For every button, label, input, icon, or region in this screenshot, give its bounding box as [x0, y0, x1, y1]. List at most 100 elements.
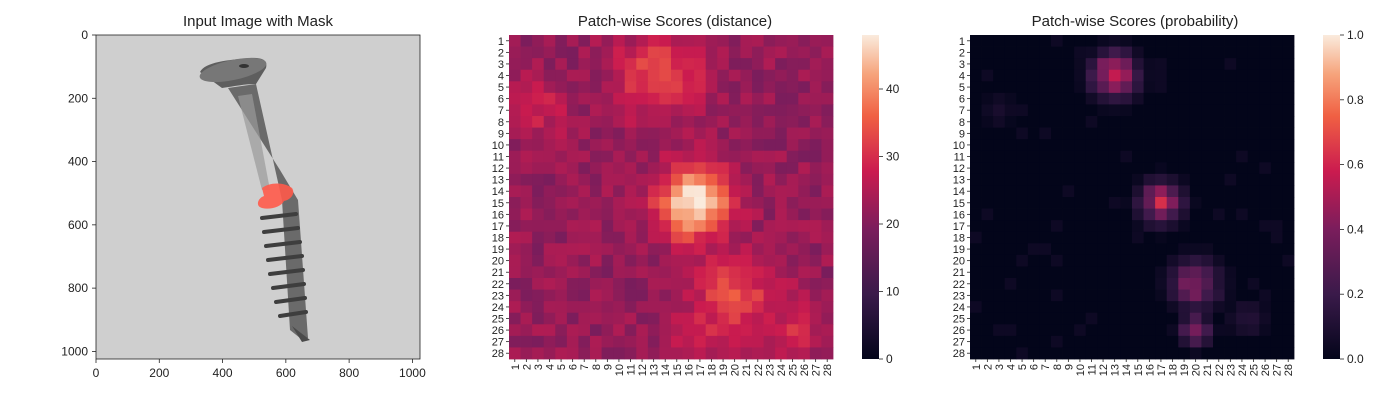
heatmap-cell: [671, 139, 683, 152]
heatmap-cell: [981, 301, 994, 314]
heatmap-cell: [786, 220, 799, 233]
y-tick-label: 5: [498, 82, 504, 94]
heatmap-cell: [1039, 127, 1052, 140]
heatmap-cell: [601, 197, 614, 209]
heatmap-cell: [798, 162, 811, 175]
heatmap-cell: [821, 58, 834, 71]
heatmap-cell: [775, 324, 788, 337]
heatmap-cell: [705, 197, 718, 209]
heatmap-cell: [970, 220, 982, 233]
heatmap-cell: [1166, 104, 1179, 117]
heatmap-cell: [798, 312, 811, 325]
heatmap-cell: [981, 92, 994, 105]
heatmap-cell: [1074, 104, 1087, 117]
heatmap-cell: [1074, 254, 1087, 267]
x-tick-label: 26: [799, 364, 811, 376]
heatmap-cell: [970, 69, 982, 82]
heatmap-cell: [1108, 150, 1121, 163]
heatmap-cell: [1027, 139, 1040, 152]
heatmap-cell: [1120, 104, 1133, 117]
heatmap-cell: [798, 139, 811, 152]
heatmap-cell: [1132, 104, 1144, 117]
heatmap-cell: [1016, 69, 1029, 82]
heatmap-cell: [1143, 324, 1156, 337]
heatmap-cell: [717, 81, 730, 94]
heatmap-cell: [809, 335, 822, 348]
heatmap-cell: [970, 35, 982, 47]
heatmap-cell: [809, 69, 822, 82]
heatmap-cell: [981, 35, 994, 47]
heatmap-cell: [578, 312, 591, 325]
heatmap-cell: [613, 243, 626, 256]
heatmap-cell: [1166, 185, 1179, 198]
heatmap-cell: [705, 104, 718, 117]
y-tick-label: 400: [68, 155, 88, 169]
y-tick-label: 11: [954, 152, 965, 164]
heatmap-cell: [566, 127, 579, 140]
heatmap-cell: [1236, 46, 1249, 59]
heatmap-cell: [993, 278, 1006, 290]
heatmap-cell: [763, 289, 776, 302]
heatmap-cell: [613, 347, 626, 360]
heatmap-cell: [1074, 208, 1087, 221]
y-tick-label: 24: [953, 302, 965, 314]
heatmap-cell: [578, 301, 591, 314]
heatmap-cell: [798, 35, 811, 47]
heatmap-cell: [740, 69, 753, 82]
heatmap-cell: [682, 220, 695, 233]
heatmap-cell: [1201, 243, 1214, 256]
heatmap-cell: [1282, 92, 1295, 105]
colorbar-tick-label: 0.2: [1347, 287, 1364, 301]
heatmap-cell: [1224, 185, 1237, 198]
heatmap-cell: [1224, 301, 1237, 314]
heatmap-cell: [752, 162, 764, 175]
heatmap-cell: [1074, 69, 1087, 82]
heatmap-cell: [798, 266, 811, 279]
heatmap-cell: [993, 301, 1006, 314]
heatmap-cell: [1166, 278, 1179, 290]
heatmap-cell: [775, 335, 788, 348]
heatmap-cell: [1259, 231, 1272, 244]
heatmap-cell: [1201, 220, 1214, 233]
heatmap-cell: [613, 139, 626, 152]
heatmap-cell: [740, 81, 753, 94]
heatmap-cell: [786, 173, 799, 186]
heatmap-cell: [786, 312, 799, 325]
heatmap-cell: [798, 347, 811, 360]
heatmap-cell: [1039, 312, 1052, 325]
heatmap-cell: [786, 81, 799, 94]
heatmap-cell: [763, 324, 776, 337]
heatmap-cell: [555, 173, 568, 186]
heatmap-cell: [1085, 231, 1098, 244]
heatmap-cell: [1236, 266, 1249, 279]
heatmap-cell: [1189, 173, 1202, 186]
heatmap-cell: [740, 127, 753, 140]
heatmap-cell: [1120, 139, 1133, 152]
heatmap-cell: [1236, 69, 1249, 82]
heatmap-cell: [728, 185, 741, 198]
y-tick-label: 9: [959, 128, 965, 140]
heatmap-cell: [821, 104, 834, 117]
heatmap-cell: [1166, 208, 1179, 221]
heatmap-cell: [659, 104, 672, 117]
heatmap-cell: [682, 312, 695, 325]
heatmap-cell: [717, 46, 730, 59]
heatmap-cell: [1108, 104, 1121, 117]
x-tick-label: 28: [1283, 364, 1295, 376]
heatmap-cell: [728, 46, 741, 59]
heatmap-cell: [717, 35, 730, 47]
heatmap-cell: [970, 266, 982, 279]
heatmap-cell: [1282, 104, 1295, 117]
heatmap-cell: [821, 312, 834, 325]
heatmap-cell: [1108, 243, 1121, 256]
heatmap-cell: [1155, 347, 1168, 360]
heatmap-cell: [601, 162, 614, 175]
x-tick-label: 2: [521, 364, 533, 370]
heatmap-cell: [682, 139, 695, 152]
heatmap-cell: [1120, 231, 1133, 244]
heatmap-cell: [1224, 312, 1237, 325]
heatmap-cell: [717, 347, 730, 360]
heatmap-cell: [970, 254, 982, 267]
heatmap-cell: [1097, 289, 1110, 302]
heatmap-cell: [601, 116, 614, 128]
